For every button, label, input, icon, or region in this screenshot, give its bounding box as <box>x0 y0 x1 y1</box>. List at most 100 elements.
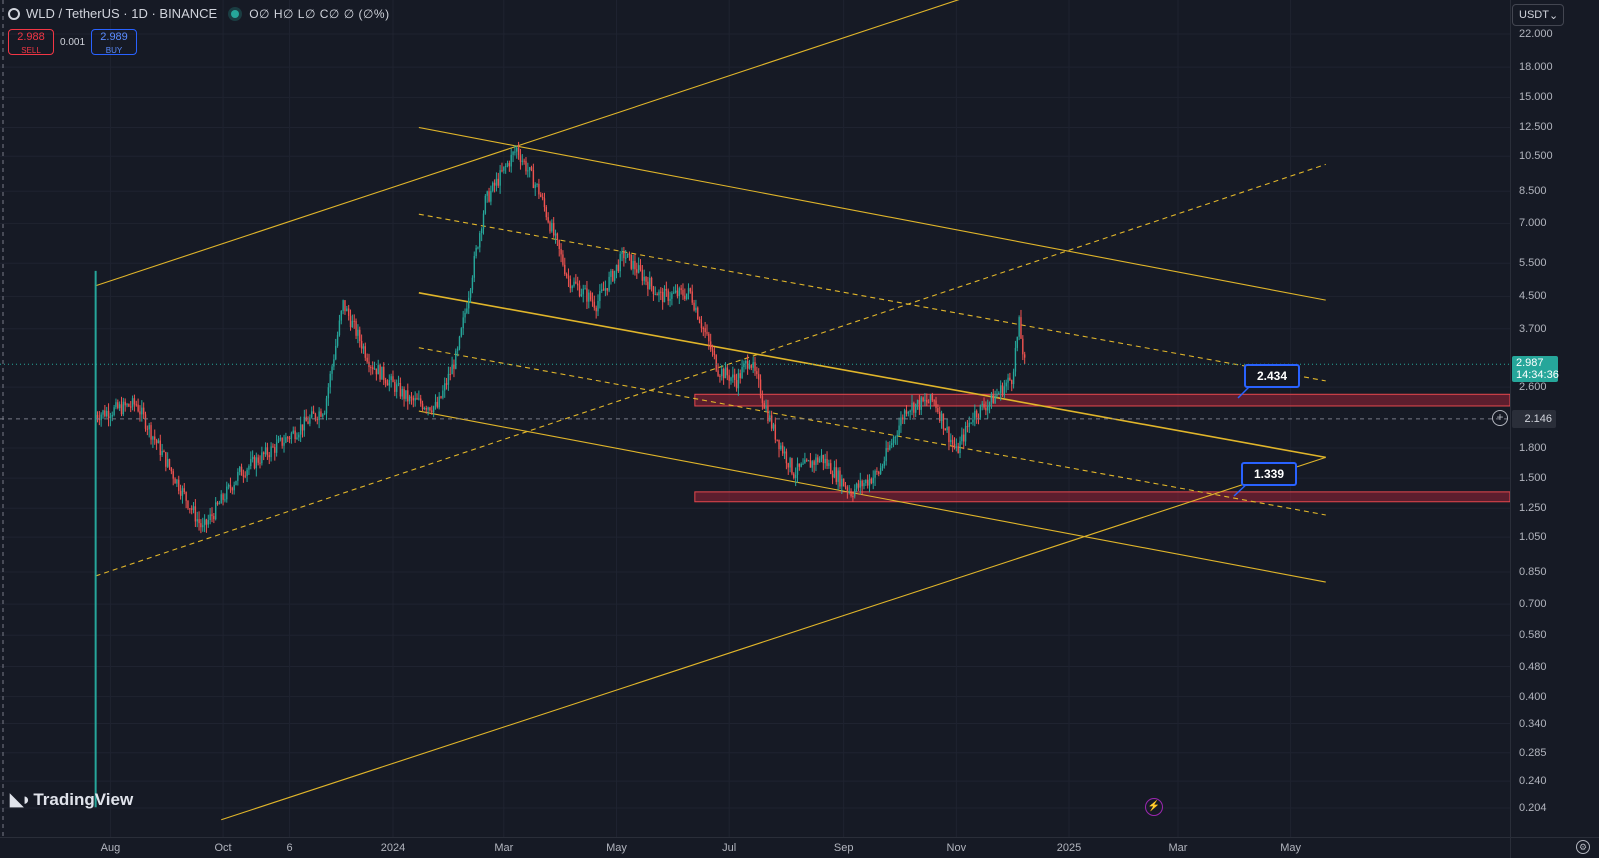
candle-body <box>669 298 671 301</box>
buy-button[interactable]: 2.989 BUY <box>91 29 138 55</box>
currency-selector[interactable]: USDT ⌄ <box>1512 4 1564 26</box>
chart-area[interactable] <box>0 0 1510 837</box>
candle-body <box>944 428 946 431</box>
candle-body <box>708 333 710 342</box>
candle-body <box>543 198 546 208</box>
candle-body <box>589 292 592 300</box>
price-tick-label: 8.500 <box>1519 185 1547 198</box>
price-callout[interactable]: 2.434 <box>1244 364 1300 388</box>
candle-body <box>935 400 937 409</box>
candle-body <box>325 398 328 414</box>
candle-body <box>782 445 784 454</box>
candle-body <box>695 307 697 311</box>
add-alert-plus-icon[interactable]: + <box>1492 410 1508 426</box>
sell-button[interactable]: 2.988 SELL <box>8 29 54 55</box>
time-axis[interactable]: Aug Oct 6 2024 Mar May Jul Sep Nov 2025 Mar May <box>0 837 1510 858</box>
candle-body <box>588 292 590 302</box>
price-tick-label: 0.580 <box>1519 629 1547 642</box>
price-callout[interactable]: 1.339 <box>1241 462 1297 486</box>
candle-body <box>355 320 357 336</box>
candle-body <box>1014 347 1017 372</box>
price-tick-label: 3.700 <box>1519 322 1547 335</box>
candle-body <box>96 414 99 419</box>
candle-body <box>689 288 692 292</box>
candle-body <box>902 417 904 420</box>
candle-body <box>220 494 222 504</box>
candle-body <box>721 369 723 377</box>
candle-body <box>709 341 712 350</box>
candle-body <box>621 251 623 255</box>
candle-body <box>983 403 985 408</box>
candle-body <box>826 458 828 466</box>
candle-body <box>728 375 730 381</box>
candle-body <box>501 170 503 172</box>
candle-body <box>920 397 922 410</box>
candle-body <box>758 374 760 380</box>
candle-body <box>144 414 147 429</box>
candle-body <box>525 161 527 172</box>
watermark-text: TradingView <box>33 790 134 809</box>
candle-body <box>970 422 972 424</box>
time-tick-label: Aug <box>100 842 121 854</box>
candle-body <box>185 491 187 501</box>
candle-body <box>133 398 136 405</box>
candle-body <box>881 465 884 468</box>
candle-body <box>248 466 250 470</box>
candle-body <box>429 407 431 411</box>
candle-body <box>848 490 850 492</box>
candle-body <box>815 457 817 465</box>
candle-body <box>216 502 219 505</box>
candle-body <box>706 332 708 334</box>
candle-body <box>510 154 512 167</box>
candle-body <box>155 439 158 444</box>
candle-body <box>791 458 793 474</box>
candle-body <box>170 467 173 472</box>
candle-body <box>756 371 758 375</box>
candle-body <box>663 288 666 303</box>
candle-body <box>287 437 289 439</box>
candle-body <box>793 473 795 478</box>
price-tick-label: 0.340 <box>1519 717 1547 730</box>
candle-body <box>837 470 839 482</box>
candle-body <box>298 434 300 438</box>
candle-body <box>370 367 372 369</box>
candle-body <box>558 240 560 250</box>
candle-body <box>896 434 898 437</box>
tradingview-watermark[interactable]: ◣◗ TradingView <box>10 790 133 810</box>
candle-body <box>879 467 882 474</box>
candle-body <box>157 440 160 444</box>
lightning-icon[interactable]: ⚡ <box>1145 798 1163 816</box>
candle-body <box>794 474 797 478</box>
candle-body <box>538 183 540 195</box>
candle-body <box>213 516 215 520</box>
candle-body <box>484 195 487 214</box>
candle-body <box>950 439 952 443</box>
candle-body <box>187 500 189 509</box>
candle-body <box>946 426 948 431</box>
candle-body <box>438 396 440 408</box>
candle-body <box>176 479 178 484</box>
candle-body <box>916 400 919 404</box>
trend-line <box>221 456 1326 821</box>
candle-body <box>992 393 994 404</box>
candle-body <box>392 376 394 383</box>
candle-body <box>296 437 298 440</box>
candle-body <box>192 506 195 510</box>
candle-body <box>154 436 156 440</box>
candle-body <box>907 412 910 414</box>
candle-body <box>477 247 479 249</box>
price-tick-label: 0.480 <box>1519 660 1547 673</box>
candle-body <box>263 452 265 455</box>
time-tick-label: May <box>1280 842 1302 854</box>
candle-body <box>634 260 636 270</box>
settings-gear-icon[interactable]: ⚙ <box>1576 840 1590 854</box>
candle-body <box>711 349 714 351</box>
symbol-title[interactable]: WLD / TetherUS · 1D · BINANCE <box>26 6 218 21</box>
candle-body <box>968 422 970 427</box>
candle-body <box>231 488 234 491</box>
candle-body <box>227 484 230 487</box>
candle-body <box>235 480 237 485</box>
candle-body <box>800 463 802 467</box>
chart-canvas[interactable] <box>0 0 1510 837</box>
candle-body <box>994 395 996 404</box>
